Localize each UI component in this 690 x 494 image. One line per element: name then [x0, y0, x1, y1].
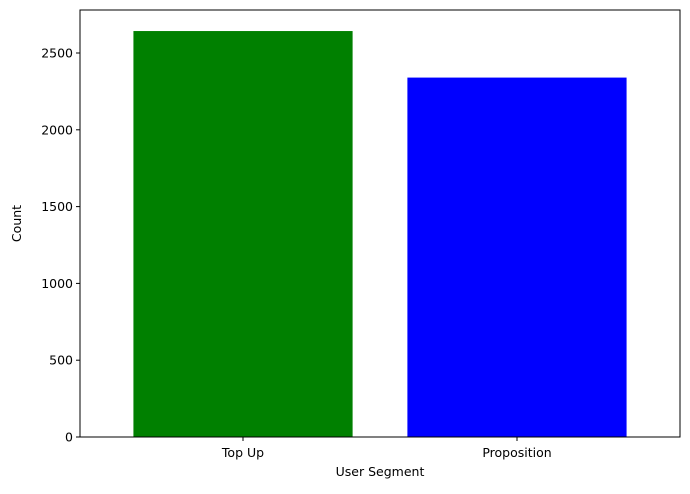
- y-tick-label: 2000: [41, 122, 73, 137]
- bar-top-up: [133, 31, 353, 437]
- x-axis-label: User Segment: [336, 464, 425, 479]
- bars-group: [133, 31, 627, 437]
- y-tick-label: 2500: [41, 46, 73, 61]
- y-tick-label: 0: [65, 430, 73, 445]
- y-tick-label: 500: [49, 353, 73, 368]
- x-tick-label: Proposition: [482, 445, 551, 460]
- bar-proposition: [407, 77, 627, 437]
- plot-frame: [79, 9, 681, 438]
- y-axis-ticks: 0 500 1000 1500 2000 2500: [41, 46, 80, 445]
- x-tick-label: Top Up: [221, 445, 264, 460]
- x-axis-ticks: Top Up Proposition: [221, 437, 552, 460]
- y-tick-label: 1500: [41, 199, 73, 214]
- y-axis-label: Count: [9, 205, 24, 242]
- y-tick-label: 1000: [41, 276, 73, 291]
